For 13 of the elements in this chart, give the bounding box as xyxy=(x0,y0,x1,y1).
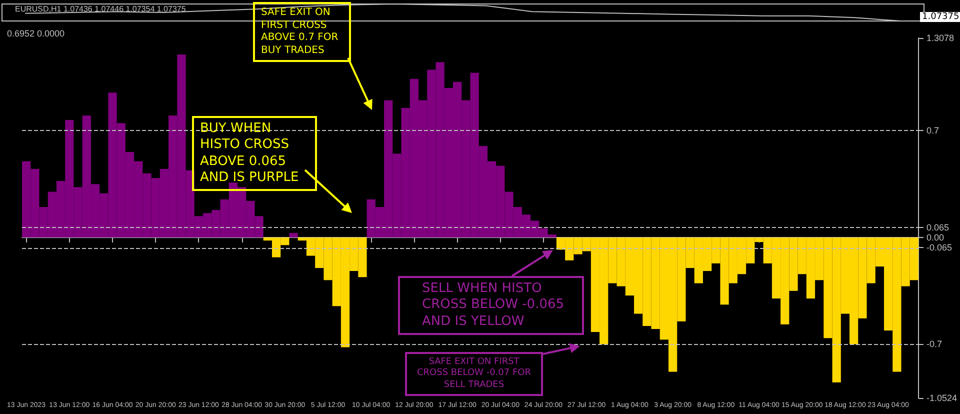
chart-title: 0.6952 0.0000 xyxy=(7,28,65,38)
chart-title: EURUSD,H1 1.07436 1.07446 1.07354 1.07375 xyxy=(15,4,186,14)
y-tick-label: 0.00 xyxy=(926,232,944,242)
y-tick-label: -0.065 xyxy=(926,242,952,252)
y-tick-label: 1.3078 xyxy=(926,33,954,43)
y-tick-label: -0.7 xyxy=(926,339,942,350)
annotation: 1.07375 xyxy=(920,12,960,22)
annotation: SAFE EXIT ON FIRST CROSS ABOVE 0.7 FOR BUY TRADES xyxy=(253,2,351,62)
annotation: SELL WHEN HISTO CROSS BELOW -0.065 AND IS YELLOW xyxy=(398,276,584,335)
y-tick-label: -1.0524 xyxy=(926,393,958,403)
y-tick-label: 0.7 xyxy=(926,126,939,136)
y-tick-label: 0.065 xyxy=(926,222,950,233)
annotation: SAFE EXIT ON FIRST CROSS BELOW -0.07 FOR SELL TRADES xyxy=(405,352,543,396)
